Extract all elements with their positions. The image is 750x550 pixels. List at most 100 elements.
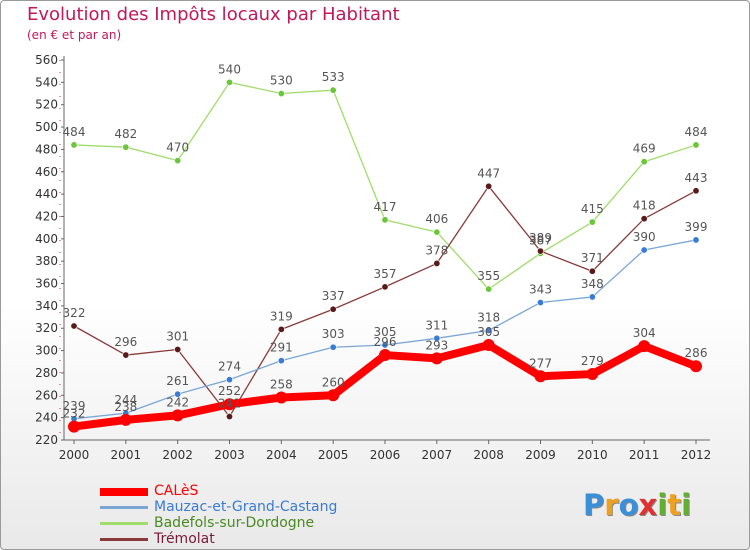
data-point [119, 413, 132, 426]
data-point [122, 351, 130, 359]
data-label: 291 [270, 341, 293, 355]
data-label: 415 [581, 202, 604, 216]
data-label: 311 [425, 318, 448, 332]
data-label: 274 [218, 360, 241, 374]
data-label: 390 [633, 230, 656, 244]
data-label: 540 [218, 62, 241, 76]
data-point [638, 340, 651, 353]
data-point [485, 285, 493, 293]
data-label: 286 [685, 346, 708, 360]
data-point [692, 236, 700, 244]
data-point [171, 409, 184, 422]
y-tick-label: 440 [35, 187, 58, 201]
data-label: 305 [477, 325, 500, 339]
data-point [277, 90, 285, 98]
data-point [430, 352, 443, 365]
x-tick-label: 2008 [473, 448, 504, 462]
x-tick-label: 2006 [370, 448, 401, 462]
data-point [226, 78, 234, 86]
data-label: 343 [529, 283, 552, 297]
data-label: 371 [581, 251, 604, 265]
data-point [690, 360, 702, 373]
logo-letter: t [667, 488, 682, 522]
data-label: 484 [685, 125, 708, 139]
data-label: 469 [633, 142, 656, 156]
legend-label-cales: CALèS [154, 483, 199, 499]
legend-label-tremolat: Trémolat [154, 531, 215, 547]
data-point [381, 283, 389, 291]
data-label: 296 [374, 335, 397, 349]
data-point [174, 345, 182, 353]
x-tick-label: 2007 [422, 448, 453, 462]
data-label: 305 [374, 325, 397, 339]
y-tick-label: 460 [35, 165, 58, 179]
data-point [640, 215, 648, 223]
y-tick-label: 280 [35, 366, 58, 380]
data-point [640, 246, 648, 254]
data-point [329, 305, 337, 313]
data-point [482, 339, 495, 351]
data-label: 406 [425, 212, 448, 226]
data-label: 301 [166, 329, 189, 343]
data-label: 443 [685, 171, 708, 185]
y-tick-label: 360 [35, 277, 58, 291]
data-point [329, 86, 337, 94]
data-point [692, 141, 700, 149]
x-tick-label: 2005 [318, 448, 349, 462]
data-label: 387 [529, 233, 552, 247]
data-label: 337 [322, 289, 345, 303]
legend-swatch-mauzac [100, 506, 148, 509]
legend-swatch-tremolat [100, 538, 148, 541]
y-tick-label: 320 [35, 321, 58, 335]
logo-letter: i [657, 488, 668, 522]
data-point [588, 293, 596, 301]
logo-letter: i [681, 488, 692, 522]
data-point [174, 390, 182, 398]
data-label: 322 [63, 306, 86, 320]
data-label: 258 [270, 378, 293, 392]
data-label: 318 [477, 310, 500, 324]
legend-swatch-badefols [100, 522, 148, 525]
y-tick-label: 540 [35, 75, 58, 89]
y-tick-label: 340 [35, 299, 58, 313]
y-tick-label: 400 [35, 232, 58, 246]
logo-letter: o [618, 488, 639, 522]
data-label: 357 [374, 267, 397, 281]
data-point [433, 228, 441, 236]
data-point [379, 349, 391, 362]
data-point [327, 389, 340, 402]
data-point [485, 182, 493, 190]
data-label: 319 [270, 309, 293, 323]
y-tick-label: 520 [35, 98, 58, 112]
x-tick-label: 2012 [681, 448, 712, 462]
x-tick-label: 2003 [214, 448, 245, 462]
data-label: 252 [218, 384, 241, 398]
y-tick-label: 240 [35, 411, 58, 425]
data-label: 417 [374, 200, 397, 214]
data-label: 348 [581, 277, 604, 291]
logo-letter: P [583, 488, 605, 522]
x-tick-label: 2004 [266, 448, 297, 462]
y-tick-label: 260 [35, 388, 58, 402]
data-point [692, 187, 700, 195]
data-point [277, 325, 285, 333]
data-label: 533 [322, 70, 345, 84]
data-point [433, 259, 441, 267]
data-point [433, 334, 441, 342]
data-label: 238 [114, 400, 137, 414]
data-point [226, 413, 234, 421]
data-label: 378 [425, 243, 448, 257]
data-point [226, 376, 234, 384]
data-point [588, 218, 596, 226]
data-point [381, 216, 389, 224]
data-point [122, 143, 130, 151]
data-label: 277 [529, 356, 552, 370]
data-label: 355 [477, 269, 500, 283]
data-label: 399 [685, 220, 708, 234]
data-point [381, 341, 389, 349]
chart-title: Evolution des Impôts locaux par Habitant [27, 4, 400, 25]
data-label: 244 [114, 393, 137, 407]
data-label: 296 [114, 335, 137, 349]
x-tick-label: 2010 [577, 448, 608, 462]
